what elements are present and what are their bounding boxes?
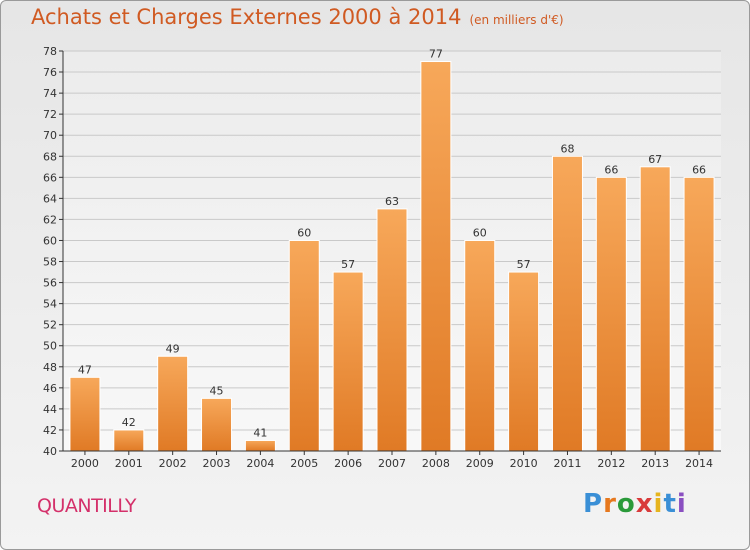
value-label: 63 [385, 195, 399, 208]
x-tick-label: 2011 [553, 457, 581, 470]
bar-2009 [464, 239, 496, 452]
x-tick-label: 2014 [685, 457, 713, 470]
x-tick-label: 2008 [422, 457, 450, 470]
bar-2000 [69, 376, 101, 452]
value-label: 47 [78, 363, 92, 376]
y-tick-label: 52 [43, 319, 57, 332]
y-tick-label: 66 [43, 171, 57, 184]
x-tick-label: 2010 [510, 457, 538, 470]
x-tick-label: 2004 [246, 457, 274, 470]
value-label: 57 [517, 258, 531, 271]
value-label: 45 [210, 384, 224, 397]
logo-letter: t [663, 489, 677, 519]
town-name: QUANTILLY [37, 495, 137, 517]
x-tick-label: 2006 [334, 457, 362, 470]
chart-title-text: Achats et Charges Externes 2000 à 2014 [31, 5, 462, 29]
value-label: 60 [473, 226, 487, 239]
value-label: 68 [560, 142, 574, 155]
y-tick-label: 60 [43, 234, 57, 247]
x-tick-label: 2003 [203, 457, 231, 470]
bar-2014 [683, 176, 715, 452]
y-tick-label: 68 [43, 150, 57, 163]
logo-letter: P [583, 489, 604, 519]
value-label: 49 [166, 342, 180, 355]
logo-letter: i [653, 489, 664, 519]
y-tick-label: 76 [43, 66, 57, 79]
y-tick-label: 50 [43, 340, 57, 353]
bar-2007 [376, 208, 408, 452]
value-label: 77 [429, 48, 443, 61]
value-label: 42 [122, 416, 136, 429]
bar-2011 [551, 155, 583, 452]
logo-letter: x [635, 489, 654, 519]
x-tick-label: 2009 [466, 457, 494, 470]
bar-2002 [157, 355, 189, 452]
chart-title: Achats et Charges Externes 2000 à 2014 (e… [31, 5, 564, 29]
x-tick-label: 2007 [378, 457, 406, 470]
bar-2008 [420, 61, 452, 452]
x-tick-label: 2001 [115, 457, 143, 470]
value-label: 66 [604, 163, 618, 176]
value-labels: 47 42 49 45 41 60 57 63 77 60 57 68 66 67 66 [78, 48, 706, 440]
x-tick-label: 2013 [641, 457, 669, 470]
y-tick-label: 58 [43, 256, 57, 269]
x-tick-label: 2012 [597, 457, 625, 470]
bar-2012 [595, 176, 627, 452]
bar-2003 [201, 397, 233, 452]
y-tick-label: 56 [43, 277, 57, 290]
bar-2001 [113, 429, 145, 452]
logo-letter: i [676, 489, 687, 519]
value-label: 66 [692, 163, 706, 176]
x-tick-label: 2002 [159, 457, 187, 470]
y-tick-label: 48 [43, 361, 57, 374]
y-tick-label: 72 [43, 108, 57, 121]
y-tick-label: 42 [43, 424, 57, 437]
y-tick-label: 62 [43, 213, 57, 226]
proxiti-logo[interactable]: Proxiti [583, 489, 687, 519]
value-label: 60 [297, 226, 311, 239]
y-tick-label: 40 [43, 445, 57, 458]
y-tick-label: 46 [43, 382, 57, 395]
bar-2010 [508, 271, 540, 452]
chart-unit: (en milliers d'€) [469, 13, 564, 27]
axes [62, 51, 721, 452]
logo-letter: r [603, 489, 617, 519]
bar-2004 [244, 439, 276, 452]
bars [69, 61, 715, 452]
x-tick-label: 2005 [290, 457, 318, 470]
x-tick-label: 2000 [71, 457, 99, 470]
y-axis-ticks: 40 42 44 46 48 50 52 54 56 58 60 62 64 66 68 70 72 74 76 78 [43, 45, 63, 458]
y-tick-label: 78 [43, 45, 57, 58]
value-label: 57 [341, 258, 355, 271]
y-tick-label: 64 [43, 192, 57, 205]
x-axis-ticks: 2000 2001 2002 2003 2004 2005 2006 2007 2008 2009… [71, 451, 713, 470]
bar-2005 [288, 239, 320, 452]
y-tick-label: 54 [43, 298, 57, 311]
logo-letter: o [616, 489, 636, 519]
value-label: 67 [648, 153, 662, 166]
y-tick-label: 74 [43, 87, 57, 100]
y-tick-label: 70 [43, 129, 57, 142]
bar-2006 [332, 271, 364, 452]
bar-2013 [639, 166, 671, 452]
value-label: 41 [253, 426, 267, 439]
y-tick-label: 44 [43, 403, 57, 416]
